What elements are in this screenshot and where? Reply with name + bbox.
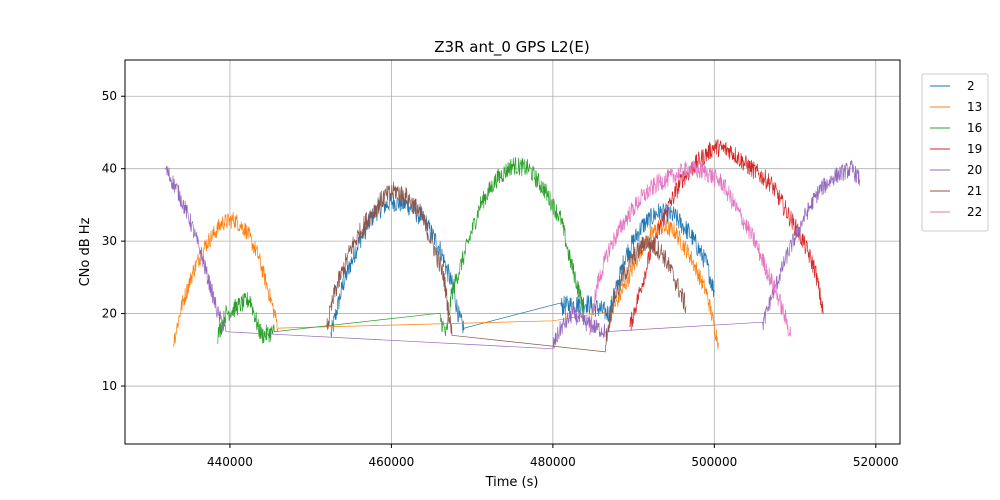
- legend-label-22: 22: [967, 205, 982, 219]
- y-axis-ticks: 10 20 30 40 50: [102, 89, 125, 393]
- chart-title: Z3R ant_0 GPS L2(E): [434, 38, 589, 57]
- series-line-13: [173, 212, 719, 350]
- x-axis-ticks: 440000 460000 480000 500000 520000: [207, 444, 899, 469]
- series-lines: [165, 139, 860, 353]
- series-line-21: [326, 181, 687, 353]
- series-line-16: [217, 157, 586, 345]
- legend-label-2: 2: [967, 79, 975, 93]
- y-tick-label: 20: [102, 307, 117, 321]
- x-tick-label: 440000: [207, 455, 253, 469]
- y-axis-label: CNo dB Hz: [78, 217, 93, 286]
- x-tick-label: 500000: [691, 455, 737, 469]
- x-tick-label: 460000: [369, 455, 415, 469]
- x-tick-label: 480000: [530, 455, 576, 469]
- plot-frame: [124, 59, 901, 445]
- y-tick-label: 10: [102, 379, 117, 393]
- x-axis-label: Time (s): [485, 475, 539, 490]
- legend-label-20: 20: [967, 163, 982, 177]
- legend-label-19: 19: [967, 142, 982, 156]
- series-line-2: [330, 192, 715, 338]
- y-tick-label: 30: [102, 234, 117, 248]
- legend-label-21: 21: [967, 184, 982, 198]
- legend-label-16: 16: [967, 121, 982, 135]
- series-line-19: [629, 139, 824, 331]
- legend: 2 13 16 19 20 21 22: [921, 73, 989, 232]
- y-tick-label: 40: [102, 162, 117, 176]
- legend-label-13: 13: [967, 100, 982, 114]
- y-tick-label: 50: [102, 89, 117, 103]
- x-tick-label: 520000: [853, 455, 899, 469]
- series-line-20: [165, 159, 860, 350]
- grid: [125, 60, 900, 444]
- legend-box: [921, 73, 989, 232]
- series-line-22: [588, 160, 792, 337]
